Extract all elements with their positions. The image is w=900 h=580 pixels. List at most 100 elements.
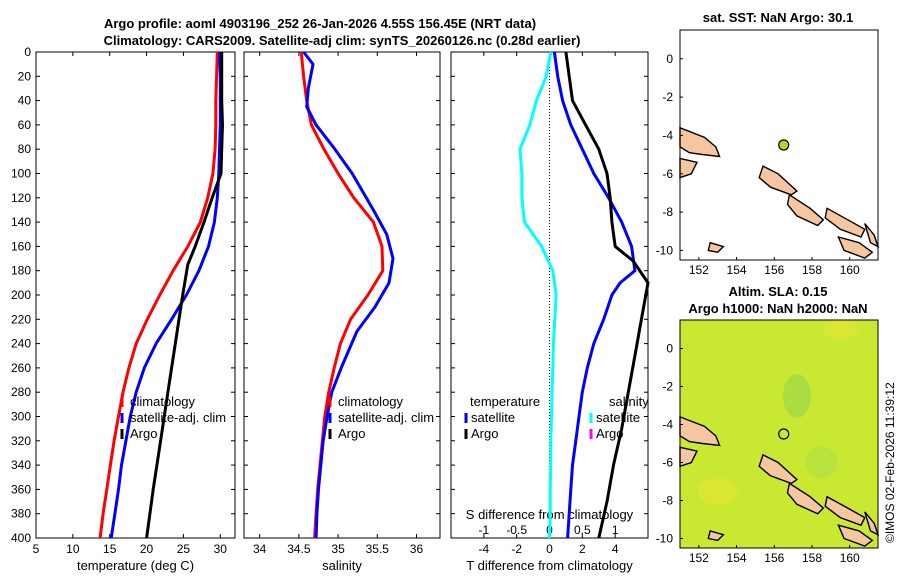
series-salinity-satellite bbox=[518, 51, 558, 539]
land-polygon bbox=[786, 482, 825, 515]
y-tick-label: 0 bbox=[24, 45, 31, 59]
y-tick-label: -4 bbox=[662, 128, 673, 142]
y-tick-label: 80 bbox=[18, 142, 32, 156]
legend-label-temp-satellite: satellite bbox=[471, 410, 515, 425]
x-tick-label: 5 bbox=[33, 542, 40, 556]
x-tick-label: 35 bbox=[331, 542, 345, 556]
legend-label-climatology: climatology bbox=[130, 394, 196, 409]
legend-label-satellite: satellite-adj. clim bbox=[130, 410, 226, 425]
legend-label-temp-argo: Argo bbox=[471, 426, 498, 441]
sla-anomaly-patch bbox=[822, 319, 859, 340]
land-polygon bbox=[679, 415, 721, 447]
sla-map-title-1: Altim. SLA: 0.15 bbox=[729, 284, 828, 299]
x-tick-label: 35.5 bbox=[366, 542, 390, 556]
x-tick-label: 156 bbox=[764, 263, 784, 277]
land-polygon bbox=[824, 207, 866, 238]
x-tick-label: 34 bbox=[253, 542, 267, 556]
sla-map-title-2: Argo h1000: NaN h2000: NaN bbox=[688, 301, 867, 316]
argo-float-marker bbox=[778, 139, 790, 151]
argo-float-marker bbox=[778, 428, 790, 440]
y-tick-label: 140 bbox=[11, 215, 31, 229]
y-tick-label: 0 bbox=[666, 342, 673, 356]
series-climatology bbox=[98, 51, 219, 539]
y-tick-label: 320 bbox=[11, 434, 31, 448]
y-tick-label: 280 bbox=[11, 385, 31, 399]
sla-anomaly-patch bbox=[782, 374, 811, 418]
land-polygon bbox=[707, 530, 725, 542]
y-tick-label: 300 bbox=[11, 410, 31, 424]
land-polygon bbox=[758, 453, 799, 485]
x-tick-label: 152 bbox=[689, 263, 709, 277]
x2-tick-label: 0.5 bbox=[574, 523, 591, 537]
y-tick-label: 60 bbox=[18, 118, 32, 132]
series-climatology bbox=[299, 51, 385, 539]
x-axis-label: T difference from climatology bbox=[466, 558, 633, 573]
y-tick-label: 220 bbox=[11, 312, 31, 326]
series-temperature-satellite bbox=[552, 51, 637, 539]
watermark: ©IMOS 02-Feb-2026 11:39:12 bbox=[883, 382, 897, 543]
x2-tick-label: 1 bbox=[612, 523, 619, 537]
series-satellite-adj-clim bbox=[302, 51, 395, 539]
land-polygon bbox=[837, 524, 874, 547]
y-tick-label: 0 bbox=[666, 52, 673, 66]
plot-frame bbox=[243, 51, 441, 539]
land-polygon bbox=[707, 241, 725, 254]
map-frame bbox=[679, 29, 879, 261]
y-tick-label: 200 bbox=[11, 288, 31, 302]
x-tick-label: 158 bbox=[802, 551, 822, 565]
y-tick-label: 40 bbox=[18, 94, 32, 108]
x-tick-label: 20 bbox=[140, 542, 154, 556]
land-polygon bbox=[679, 126, 721, 158]
legend-label-climatology: climatology bbox=[338, 394, 404, 409]
legend-label-argo: Argo bbox=[338, 426, 365, 441]
title-line-2: Climatology: CARS2009. Satellite-adj cli… bbox=[104, 33, 581, 48]
y-tick-label: 120 bbox=[11, 191, 31, 205]
y-tick-label: -6 bbox=[662, 456, 673, 470]
series-satellite-adj-clim bbox=[109, 51, 222, 539]
x-tick-label: 10 bbox=[66, 542, 80, 556]
x-tick-label: 34.5 bbox=[287, 542, 311, 556]
series-temperature-argo bbox=[564, 51, 650, 539]
y-tick-label: -6 bbox=[662, 167, 673, 181]
sla-anomaly-patch bbox=[805, 446, 838, 479]
x-tick-label: 160 bbox=[840, 263, 860, 277]
y-tick-label: -4 bbox=[662, 418, 673, 432]
land-polygon bbox=[837, 235, 874, 259]
legend-label-argo: Argo bbox=[130, 426, 157, 441]
y-tick-label: 260 bbox=[11, 361, 31, 375]
sla-map: 152 154 156 158 160 0 -2 -4 -6 -8 -10 bbox=[656, 319, 880, 565]
legend-label-sal-argo: Argo bbox=[596, 426, 623, 441]
x2-tick-label: -0.5 bbox=[506, 523, 527, 537]
x-tick-label: 152 bbox=[689, 551, 709, 565]
y-tick-label: -10 bbox=[656, 532, 674, 546]
x2-tick-label: -1 bbox=[478, 523, 489, 537]
sst-map-title: sat. SST: NaN Argo: 30.1 bbox=[703, 10, 854, 25]
x-tick-label: 160 bbox=[840, 551, 860, 565]
y-tick-label: -8 bbox=[662, 205, 673, 219]
x-tick-label: 154 bbox=[727, 551, 747, 565]
plot-frame bbox=[35, 51, 236, 539]
y-tick-label: -8 bbox=[662, 494, 673, 508]
legend-label-satellite: satellite-adj. clim bbox=[338, 410, 434, 425]
y-tick-label: -2 bbox=[662, 90, 673, 104]
x-tick-label: 156 bbox=[764, 551, 784, 565]
x-tick-label: 36 bbox=[410, 542, 424, 556]
y-tick-label: 240 bbox=[11, 337, 31, 351]
y-tick-label: 100 bbox=[11, 167, 31, 181]
title-line-1: Argo profile: aoml 4903196_252 26-Jan-20… bbox=[104, 16, 536, 31]
x-tick-label: 4 bbox=[612, 542, 619, 556]
x-tick-label: 158 bbox=[802, 263, 822, 277]
x-axis-label: temperature (deg C) bbox=[77, 558, 194, 573]
y-tick-label: 340 bbox=[11, 458, 31, 472]
y-tick-label: -10 bbox=[656, 243, 674, 257]
y-tick-label: 400 bbox=[11, 531, 31, 545]
salinity-legend: climatology satellite-adj. clim Argo bbox=[328, 394, 434, 441]
legend-label-sal-satellite: satellite bbox=[596, 410, 640, 425]
y-tick-label: -2 bbox=[662, 380, 673, 394]
sla-anomaly-patch bbox=[697, 477, 738, 505]
legend-header-temperature: temperature bbox=[470, 394, 540, 409]
x-tick-label: 154 bbox=[727, 263, 747, 277]
temperature-legend: climatology satellite-adj. clim Argo bbox=[120, 394, 226, 441]
land-polygon bbox=[824, 495, 866, 527]
